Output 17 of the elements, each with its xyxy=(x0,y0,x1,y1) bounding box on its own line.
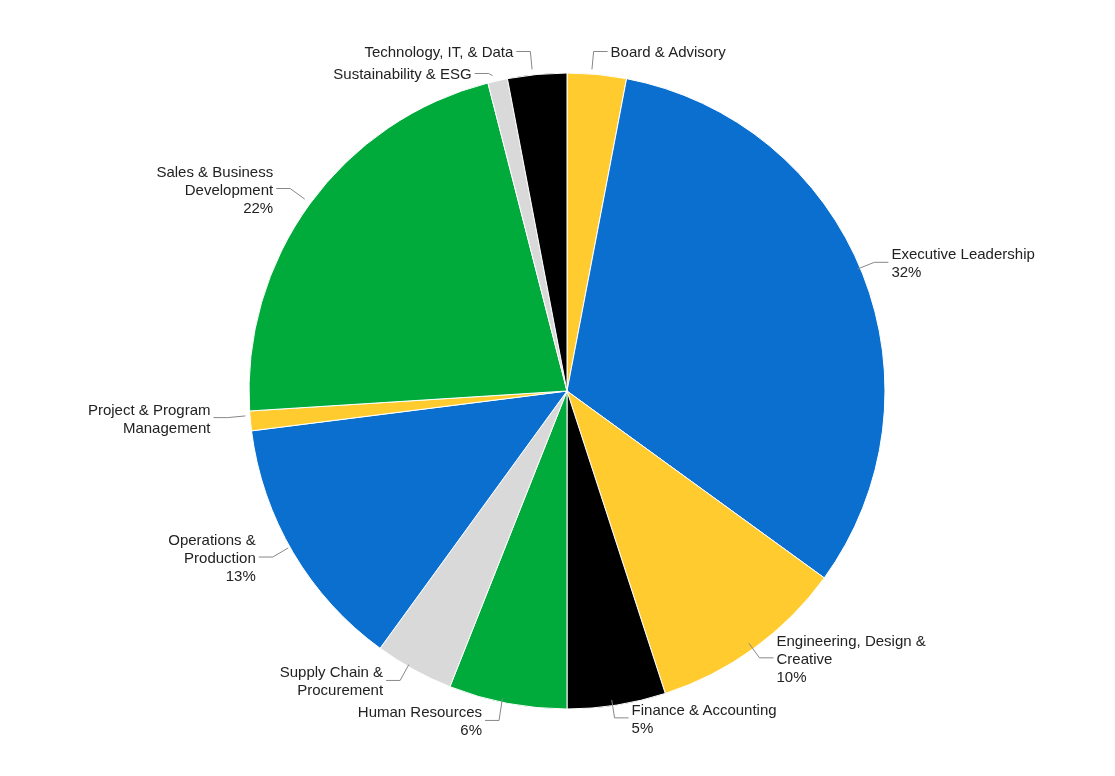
data-label: 5% xyxy=(631,718,654,736)
slice-label: Project & Program Management xyxy=(87,400,212,436)
slice-label: Operations & Production xyxy=(168,530,256,566)
data-label: 13% xyxy=(225,566,256,584)
slice-label: Executive Leadership xyxy=(891,244,1035,262)
slice-label: Human Resources xyxy=(357,702,483,720)
slice-label: Supply Chain & Procurement xyxy=(279,662,384,698)
slice-label: Technology, IT, & Data xyxy=(364,42,515,60)
slice-label: Board & Advisory xyxy=(610,42,727,60)
data-label: 10% xyxy=(776,667,807,685)
slice-label: Finance & Accounting xyxy=(631,700,777,718)
slice-label: Sustainability & ESG xyxy=(333,64,472,82)
slice-label: Engineering, Design & Creative xyxy=(776,631,926,667)
data-label: 22% xyxy=(243,198,274,215)
data-label: 32% xyxy=(891,262,922,280)
data-label: 6% xyxy=(460,720,483,738)
slice-label: Sales & Business Development xyxy=(156,162,274,197)
